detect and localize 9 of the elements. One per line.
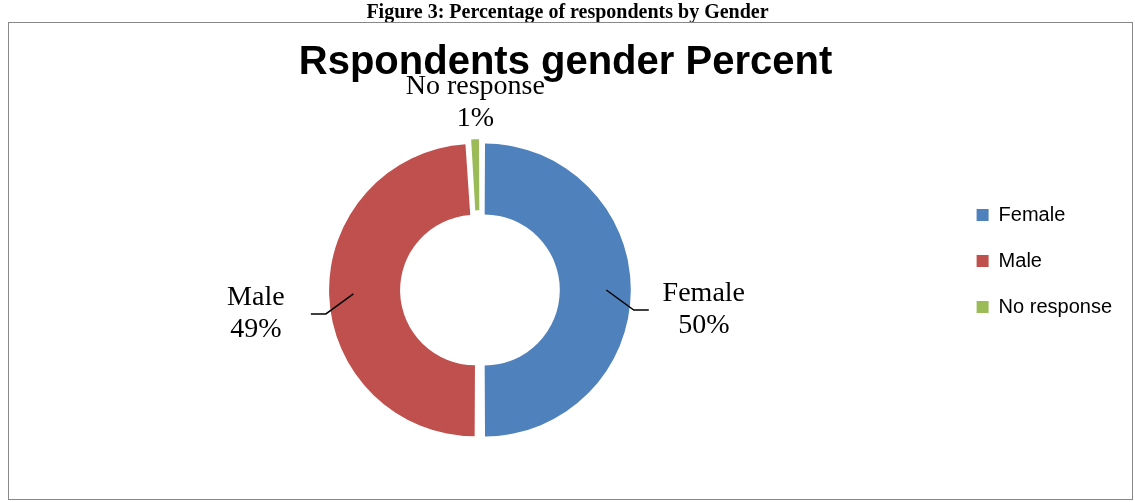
data-label: 50% — [678, 308, 730, 340]
slice-label: Female — [662, 276, 746, 308]
data-label: 1% — [456, 101, 494, 133]
legend-label: Male — [998, 248, 1042, 271]
legend-label: Female — [998, 202, 1066, 225]
slice-label: Male — [227, 280, 285, 312]
legend-label: No response — [998, 294, 1113, 317]
data-label: 49% — [230, 312, 282, 344]
caption: Figure 3: Percentage of respondents by Gender — [365, 0, 770, 22]
